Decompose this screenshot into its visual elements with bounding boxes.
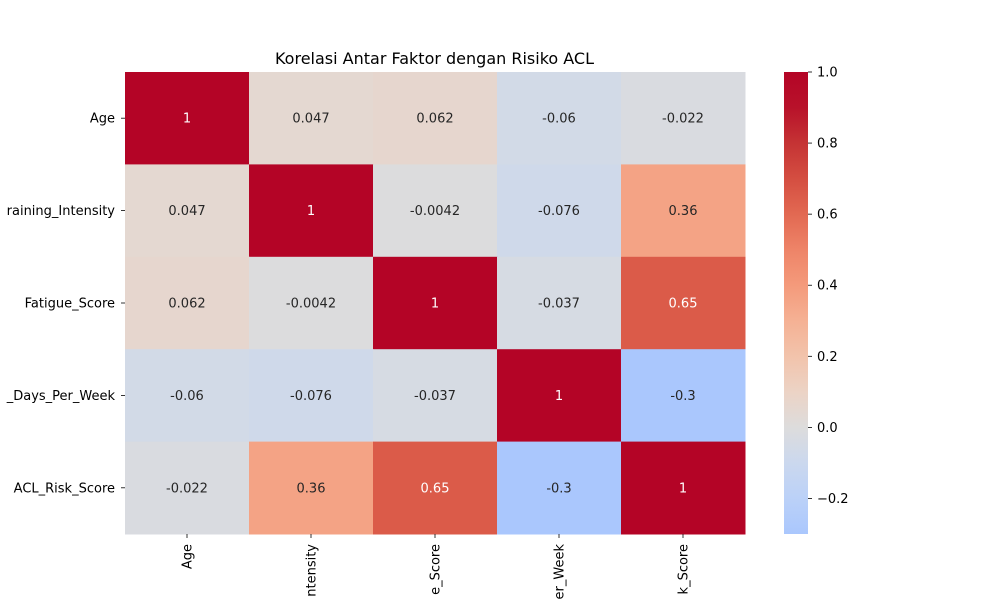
y-tick-label: _Days_Per_Week <box>6 389 116 404</box>
cell-value-label: 0.36 <box>297 481 326 496</box>
cell-value-label: 1 <box>555 389 563 404</box>
cell-value-label: -0.037 <box>538 297 580 312</box>
heatmap-cell <box>249 256 374 350</box>
cell-value-label: -0.3 <box>546 481 571 496</box>
cell-value-label: 0.36 <box>669 204 698 219</box>
heatmap-cell <box>373 349 498 443</box>
heatmap-cell <box>621 72 746 165</box>
cell-value-label: 1 <box>679 481 687 496</box>
heatmap-cell <box>125 72 250 165</box>
heatmap-cells <box>125 72 746 535</box>
colorbar-tick-label: 0.6 <box>817 208 838 223</box>
x-tick-label: e_Score <box>429 544 444 595</box>
cell-value-label: 1 <box>183 112 191 127</box>
chart-title: Korelasi Antar Faktor dengan Risiko ACL <box>275 49 594 68</box>
heatmap-cell <box>125 256 250 350</box>
cell-value-label: -0.0042 <box>410 204 460 219</box>
cell-value-label: 0.062 <box>168 297 205 312</box>
colorbar-tick-label: −0.2 <box>817 492 849 507</box>
heatmap-cell <box>125 164 250 258</box>
heatmap-cell <box>373 164 498 258</box>
x-tick-label: Age <box>181 544 196 569</box>
y-tick-label: ACL_Risk_Score <box>14 481 115 496</box>
heatmap-cell <box>497 164 622 258</box>
heatmap-cell <box>621 164 746 258</box>
colorbar-gradient <box>784 72 808 534</box>
cell-value-label: 0.65 <box>669 297 698 312</box>
cell-value-label: -0.037 <box>414 389 456 404</box>
colorbar: −0.2 0.0 0.2 0.4 0.6 0.8 1.0 <box>784 66 849 534</box>
heatmap-cell <box>373 72 498 165</box>
cell-value-label: 1 <box>307 204 315 219</box>
heatmap-cell <box>497 349 622 443</box>
x-tick-label: k_Score <box>677 544 692 594</box>
heatmap-cell <box>621 256 746 350</box>
heatmap-cell <box>249 349 374 443</box>
colorbar-tick-label: 1.0 <box>817 66 838 81</box>
x-tick-label: ntensity <box>305 544 320 597</box>
cell-value-label: -0.0042 <box>286 297 336 312</box>
heatmap-cell <box>249 441 374 535</box>
y-tick-label: Fatigue_Score <box>25 297 115 312</box>
cell-value-label: 0.65 <box>421 481 450 496</box>
x-axis: Age ntensity e_Score er_Week k_Score <box>181 534 692 599</box>
heatmap-cell <box>497 256 622 350</box>
cell-value-label: -0.022 <box>166 481 208 496</box>
cell-value-label: -0.022 <box>662 112 704 127</box>
colorbar-ticks: −0.2 0.0 0.2 0.4 0.6 0.8 1.0 <box>808 66 849 507</box>
x-tick-label: er_Week <box>553 544 568 600</box>
heatmap-cell <box>373 256 498 350</box>
cell-value-label: 0.062 <box>416 112 453 127</box>
heatmap-cell <box>497 441 622 535</box>
cell-value-label: -0.06 <box>170 389 204 404</box>
heatmap-cell <box>249 164 374 258</box>
heatmap-cell <box>125 349 250 443</box>
cell-value-label: 0.047 <box>292 112 329 127</box>
cell-annotations: 1 0.047 0.062 -0.06 -0.022 0.047 1 -0.0042 -0.07… <box>166 112 704 497</box>
y-axis: Age raining_Intensity Fatigue_Score _Days_P… <box>6 112 125 496</box>
heatmap-cell <box>249 72 374 165</box>
colorbar-tick-label: 0.0 <box>817 421 838 436</box>
heatmap-cell <box>621 441 746 535</box>
colorbar-tick-label: 0.4 <box>817 279 838 294</box>
cell-value-label: -0.3 <box>670 389 695 404</box>
cell-value-label: 0.047 <box>168 204 205 219</box>
cell-value-label: 1 <box>431 297 439 312</box>
heatmap-cell <box>497 72 622 165</box>
y-tick-label: Age <box>90 112 115 127</box>
cell-value-label: -0.076 <box>538 204 580 219</box>
colorbar-tick-label: 0.2 <box>817 350 838 365</box>
heatmap-cell <box>621 349 746 443</box>
heatmap-cell <box>125 441 250 535</box>
colorbar-tick-label: 0.8 <box>817 137 838 152</box>
cell-value-label: -0.076 <box>290 389 332 404</box>
heatmap-cell <box>373 441 498 535</box>
cell-value-label: -0.06 <box>542 112 576 127</box>
y-tick-label: raining_Intensity <box>7 204 116 219</box>
